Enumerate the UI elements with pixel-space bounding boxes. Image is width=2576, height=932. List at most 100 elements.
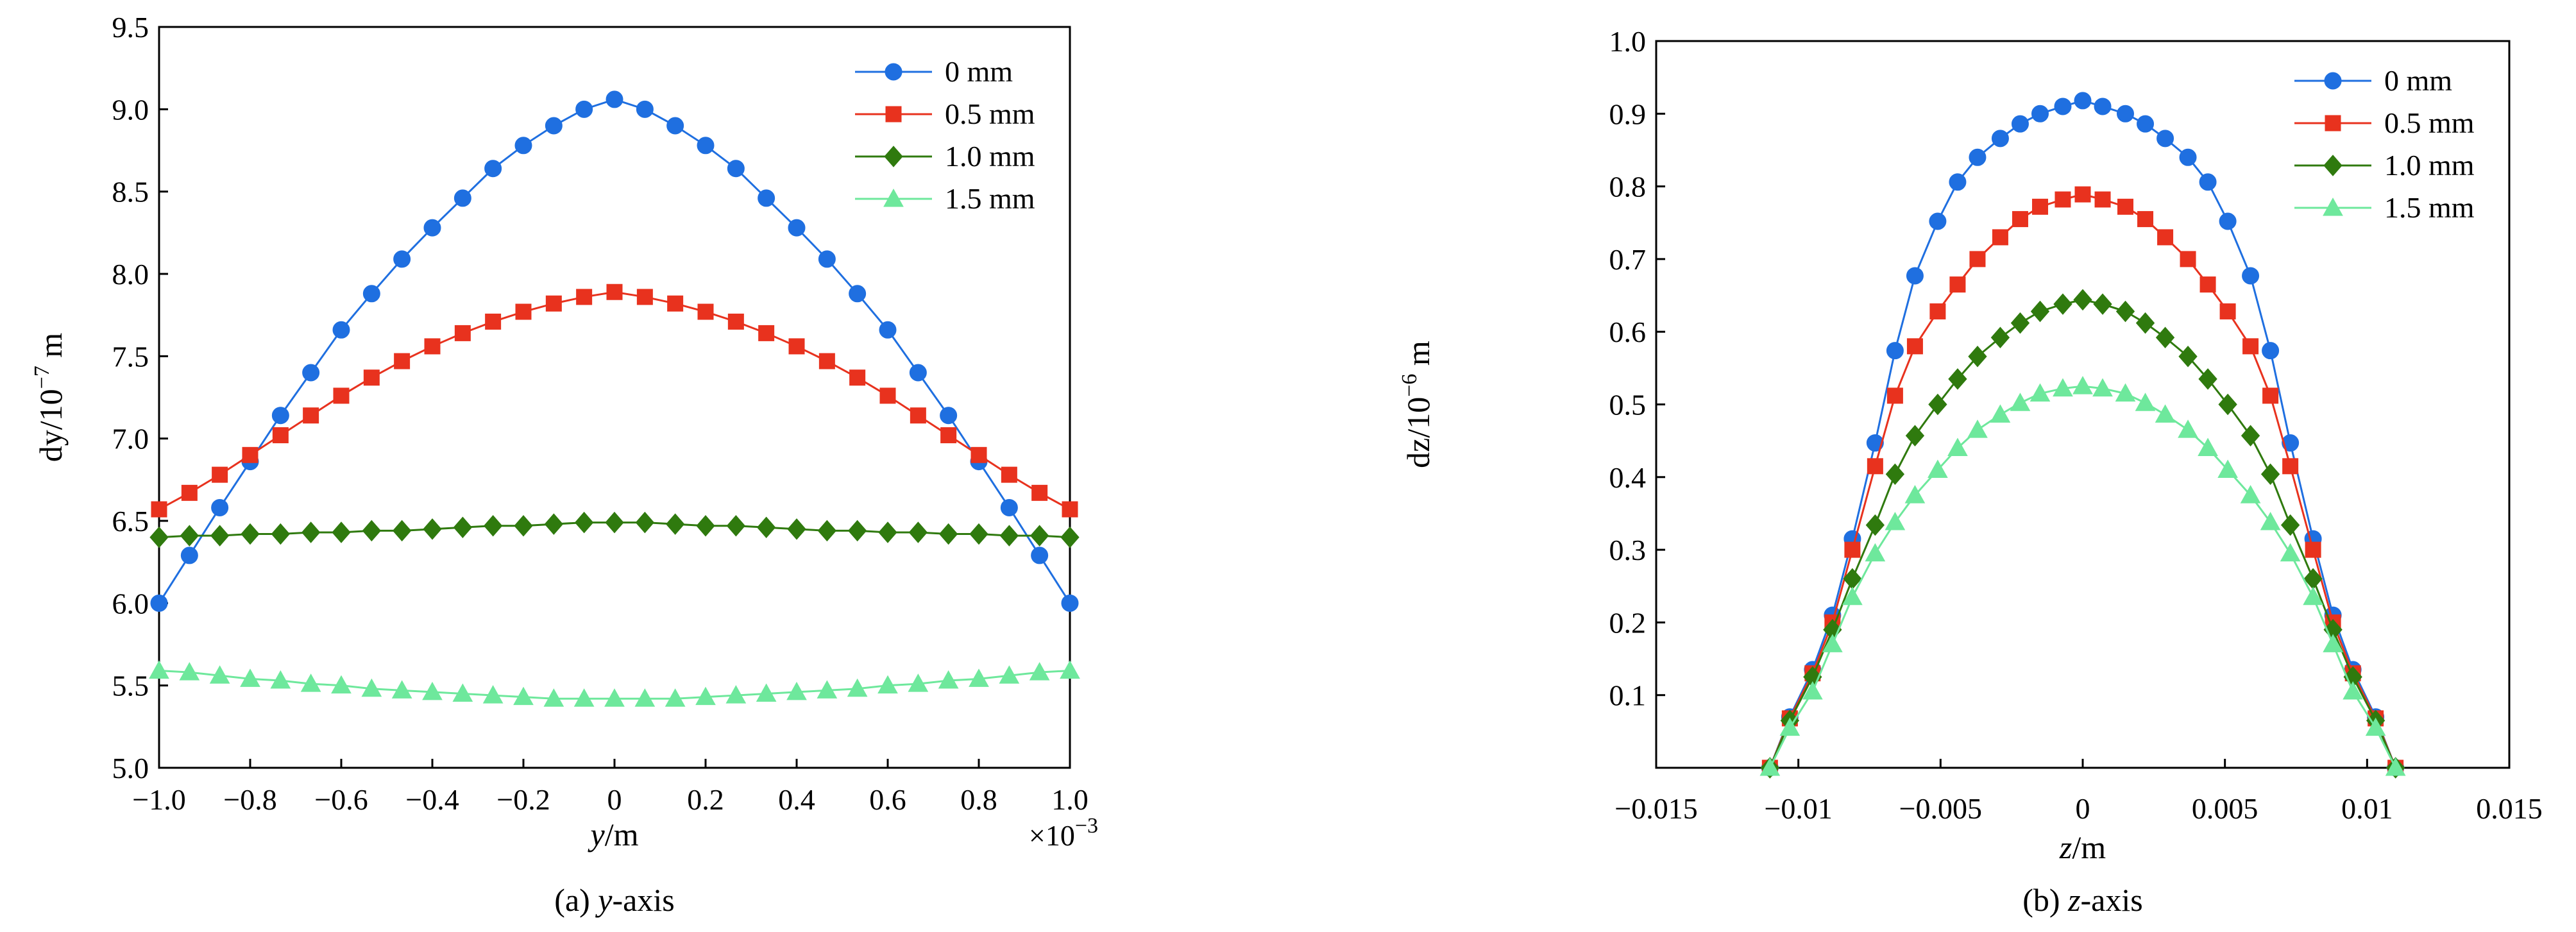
x-axis-unit: /m	[2072, 829, 2106, 865]
data-point	[1030, 525, 1049, 546]
data-point	[1886, 342, 1904, 360]
data-point	[726, 514, 746, 537]
data-point	[725, 685, 747, 704]
data-point	[908, 674, 929, 692]
data-point	[1060, 660, 1080, 679]
x-tick-label: 0.005	[2192, 792, 2258, 825]
data-point	[514, 514, 533, 537]
data-point	[362, 285, 380, 303]
data-point	[1062, 501, 1078, 518]
legend-marker	[883, 188, 904, 207]
data-point	[2115, 383, 2136, 402]
data-point	[1929, 212, 1947, 230]
data-point	[2180, 251, 2196, 267]
y-tick-label: 0.2	[1609, 606, 1647, 639]
y-tick-label: 0.8	[1609, 171, 1647, 203]
data-point	[424, 338, 441, 355]
data-point	[423, 518, 442, 540]
data-point	[301, 521, 321, 543]
data-point	[482, 685, 504, 704]
y-tick-label: 1.0	[1609, 25, 1647, 58]
data-point	[2054, 97, 2072, 115]
data-point	[1885, 512, 1906, 530]
data-point	[2053, 293, 2072, 315]
data-point	[727, 160, 745, 178]
data-point	[2178, 419, 2198, 438]
data-point	[2137, 115, 2155, 133]
data-point	[2093, 293, 2112, 315]
data-point	[665, 688, 686, 707]
data-point	[970, 446, 987, 463]
legend-marker	[2325, 115, 2341, 131]
data-point	[665, 513, 685, 535]
legend: 0 mm 0.5 mm 1.0 mm 1.5 mm	[2294, 64, 2475, 224]
data-point	[1001, 466, 1017, 483]
data-point	[576, 289, 593, 305]
panel-caption: (b) z-axis	[2022, 882, 2142, 918]
data-point	[363, 369, 380, 386]
data-point	[1969, 148, 1987, 166]
data-point	[634, 688, 656, 707]
data-point	[756, 516, 776, 539]
data-point	[817, 680, 838, 699]
plot-frame	[158, 26, 1071, 769]
data-point	[1906, 338, 1923, 355]
data-point	[393, 250, 411, 268]
data-point	[1031, 484, 1048, 501]
data-point	[1929, 303, 1946, 319]
legend-label: 1.0 mm	[2384, 149, 2475, 182]
data-point	[272, 427, 289, 444]
x-axis-multiplier: ×10−3	[1029, 814, 1098, 852]
data-point	[696, 514, 715, 537]
data-point	[969, 523, 988, 545]
x-tick-label: −0.01	[1764, 792, 1832, 825]
series-line	[1768, 298, 2397, 768]
data-point	[1991, 130, 2009, 148]
data-point	[667, 295, 684, 312]
data-point	[787, 518, 806, 540]
data-point	[1928, 459, 1948, 478]
data-point	[150, 594, 168, 612]
data-point	[2073, 289, 2092, 311]
data-point	[2242, 267, 2260, 285]
x-tick-label: −0.2	[496, 783, 550, 816]
data-point	[2117, 198, 2133, 215]
x-tick-label: 0.015	[2476, 792, 2543, 825]
legend-marker	[885, 63, 902, 81]
data-point	[2282, 434, 2300, 452]
x-tick-label: 0.4	[778, 783, 815, 816]
data-point	[2217, 459, 2238, 478]
data-point	[1949, 173, 1967, 191]
series-0-5-mm	[1761, 186, 2404, 776]
series-1-5-mm	[149, 660, 1080, 707]
y-tick-label: 6.0	[112, 587, 149, 620]
data-point	[209, 665, 230, 684]
data-point	[910, 407, 926, 424]
data-point	[2072, 376, 2093, 394]
data-point	[332, 321, 350, 339]
x-tick-label: −0.8	[223, 783, 276, 816]
data-point	[2011, 115, 2029, 133]
data-point	[210, 525, 230, 546]
data-point	[2115, 300, 2135, 323]
data-point	[1886, 387, 1903, 404]
data-point	[1969, 251, 1986, 267]
data-point	[1928, 393, 1947, 416]
data-point	[180, 546, 198, 564]
data-point	[179, 662, 200, 681]
x-axis-var: z	[2059, 829, 2072, 865]
legend-label: 0 mm	[2384, 64, 2452, 97]
data-point	[2262, 387, 2279, 404]
data-point	[2137, 211, 2154, 228]
legend-label: 0.5 mm	[945, 97, 1035, 130]
data-point	[422, 681, 443, 700]
data-point	[877, 675, 898, 694]
data-point	[1904, 485, 1926, 504]
data-point	[270, 670, 291, 689]
data-point	[545, 117, 563, 135]
panel-caption: (a) y-axis	[554, 882, 674, 918]
data-point	[2198, 368, 2217, 390]
data-point	[1949, 276, 1966, 293]
data-point	[2219, 212, 2237, 230]
